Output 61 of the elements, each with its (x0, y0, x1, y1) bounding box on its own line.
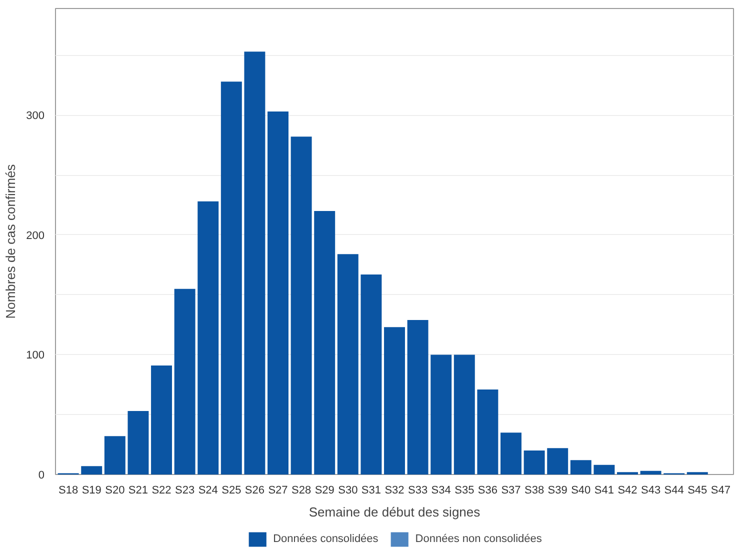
x-tick-label: S39 (548, 484, 568, 496)
x-tick-label: S47 (710, 484, 730, 496)
x-tick-label: S45 (688, 484, 708, 496)
x-tick-label: S20 (105, 484, 125, 496)
y-tick-label: 100 (26, 350, 45, 362)
x-tick-label: S34 (431, 484, 451, 496)
bar (384, 327, 405, 474)
x-tick-label: S26 (244, 484, 264, 496)
x-tick-label: S36 (478, 484, 498, 496)
bar (104, 436, 126, 474)
bar (244, 52, 266, 474)
y-tick-label: 0 (38, 470, 45, 482)
bar (594, 464, 615, 474)
bar (360, 274, 382, 474)
bar (290, 136, 312, 474)
x-tick-label: S25 (222, 484, 242, 496)
x-tick-label: S22 (152, 484, 172, 496)
bar (407, 320, 428, 474)
bar (220, 82, 242, 474)
x-tick-label: S29 (314, 484, 334, 496)
x-tick-label: S21 (128, 484, 148, 496)
x-tick-label: S19 (82, 484, 102, 496)
bar (430, 354, 452, 474)
x-tick-label: S42 (618, 484, 638, 496)
bar (524, 450, 545, 474)
x-tick-label: S27 (268, 484, 288, 496)
bar (640, 470, 662, 474)
x-tick-label: S24 (198, 484, 218, 496)
bar (151, 365, 172, 474)
x-tick-label: S18 (58, 484, 78, 496)
bar (314, 210, 336, 474)
x-tick-label: S38 (524, 484, 544, 496)
x-tick-label: S44 (664, 484, 684, 496)
bar (477, 389, 498, 474)
y-tick-label: 200 (26, 230, 45, 242)
bar (198, 201, 219, 474)
bar (570, 460, 592, 474)
x-tick-label: S37 (501, 484, 521, 496)
x-tick-label: S35 (454, 484, 474, 496)
bar (337, 254, 358, 474)
x-tick-label: S33 (408, 484, 428, 496)
bar (174, 288, 196, 474)
x-tick-label: S31 (361, 484, 381, 496)
bar (268, 112, 288, 474)
legend-label: Données non consolidées (415, 533, 542, 545)
bar (81, 466, 102, 474)
x-tick-label: S30 (338, 484, 358, 496)
x-axis-title: Semaine de début des signes (308, 504, 481, 520)
bar (128, 411, 149, 474)
x-tick-label: S32 (384, 484, 404, 496)
y-tick-label: 300 (26, 110, 45, 122)
x-tick-label: S28 (292, 484, 312, 496)
bar (454, 354, 475, 474)
x-tick-label: S41 (594, 484, 614, 496)
bar (547, 448, 568, 474)
x-tick-label: S23 (175, 484, 195, 496)
x-tick-label: S43 (641, 484, 661, 496)
y-axis-title: Nombres de cas confirmés (3, 164, 18, 319)
x-tick-label: S40 (571, 484, 591, 496)
bar (500, 432, 522, 474)
legend-label: Données consolidées (273, 533, 378, 545)
